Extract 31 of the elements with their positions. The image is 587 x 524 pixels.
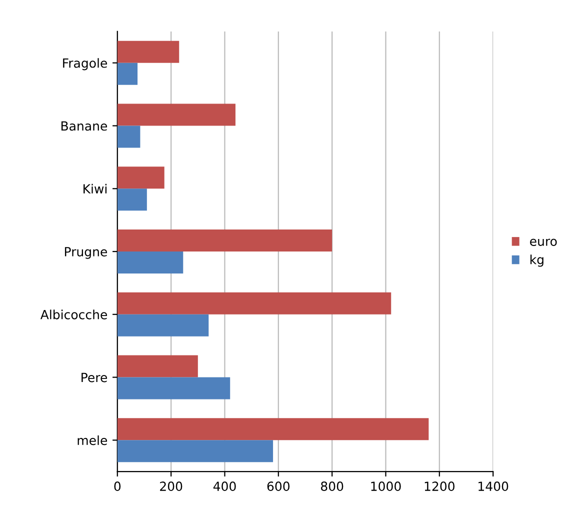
y-tick-label: Prugne bbox=[64, 247, 108, 259]
y-tick-label: Banane bbox=[61, 121, 108, 131]
bar bbox=[117, 355, 198, 378]
bar bbox=[117, 230, 332, 252]
y-tick-label: Pere bbox=[82, 372, 108, 382]
x-tick-label: 800 bbox=[320, 482, 344, 491]
bar bbox=[117, 62, 138, 85]
bar bbox=[117, 418, 429, 440]
x-tick-label: 0 bbox=[114, 482, 121, 491]
legend-label: kg bbox=[530, 254, 544, 267]
bar bbox=[117, 104, 236, 126]
x-tick-label: 400 bbox=[213, 482, 236, 491]
bar bbox=[117, 252, 184, 274]
bar bbox=[117, 126, 140, 148]
x-tick-label: 600 bbox=[267, 482, 290, 491]
bar bbox=[117, 292, 392, 314]
y-tick-label: Kiwi bbox=[84, 184, 107, 194]
y-tick-label: Albicocche bbox=[40, 310, 108, 320]
bar bbox=[117, 377, 230, 400]
legend-label: euro bbox=[530, 238, 557, 246]
bar bbox=[117, 314, 209, 336]
x-tick-label: 1400 bbox=[478, 482, 508, 491]
bar bbox=[117, 166, 164, 189]
x-tick-label: 200 bbox=[160, 482, 182, 491]
y-tick-label: mele bbox=[78, 435, 108, 446]
bar bbox=[117, 188, 147, 211]
x-tick-label: 1200 bbox=[424, 482, 454, 491]
x-tick-label: 1000 bbox=[371, 482, 401, 491]
bar bbox=[117, 40, 180, 63]
y-tick-label: Fragole bbox=[63, 58, 108, 70]
bar bbox=[117, 440, 274, 462]
